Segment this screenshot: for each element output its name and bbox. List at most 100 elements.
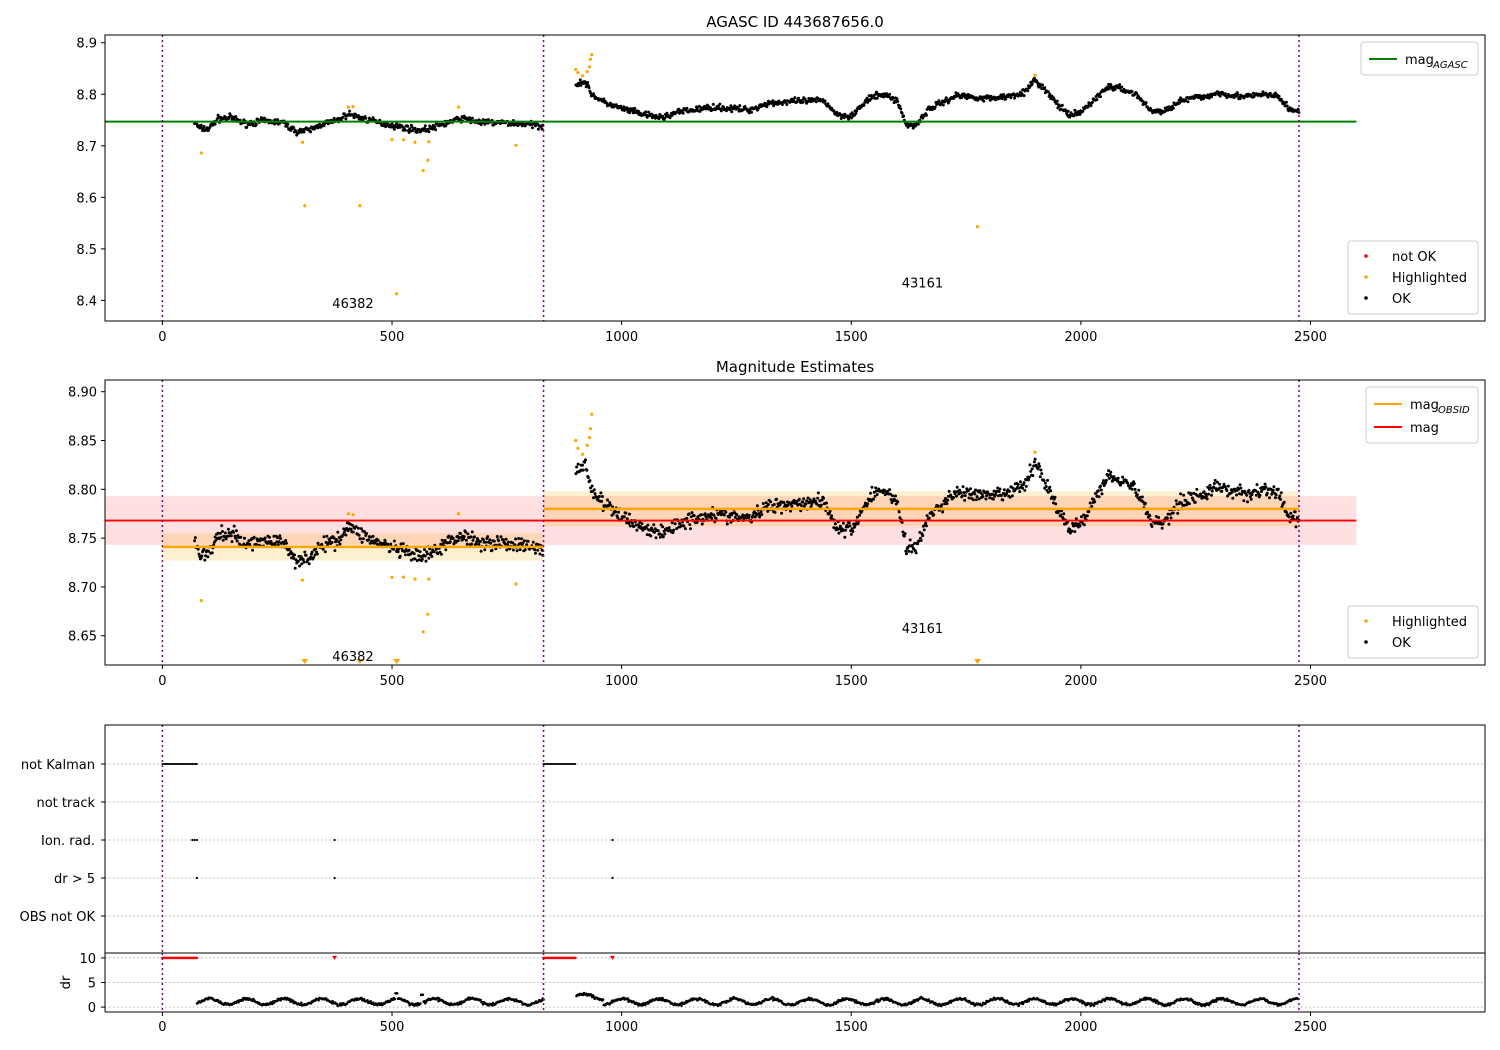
dr-panel: 0 5 10 dr 0 500 1000 1500 2000 2500: [59, 952, 1486, 1035]
ok-point: [1215, 480, 1219, 484]
ok-point: [982, 99, 986, 103]
ok-point: [738, 104, 742, 108]
ok-point: [484, 540, 487, 544]
dr-point: [360, 996, 363, 1000]
ok-point: [914, 551, 918, 555]
ok-point: [901, 530, 905, 534]
ok-point: [588, 479, 592, 483]
ok-point: [403, 553, 407, 557]
ok-point: [600, 499, 604, 503]
magnitude-estimates-panel: Magnitude Estimates 0 500 1000 1500 2000 2500…: [68, 358, 1486, 689]
ok-point: [1038, 464, 1041, 468]
flags-panel-data: [105, 725, 1485, 953]
ok-point: [216, 531, 220, 535]
ok-point: [224, 537, 228, 541]
ok-point: [785, 103, 789, 106]
ok-point: [947, 489, 951, 493]
ok-point: [284, 541, 288, 545]
x-tick-label: 1000: [605, 674, 638, 689]
ok-point: [854, 522, 858, 526]
ok-point: [365, 532, 368, 535]
ok-point: [1035, 81, 1039, 84]
ok-point: [849, 532, 853, 536]
ok-point: [276, 118, 280, 122]
flag-point: [161, 763, 164, 765]
ok-point: [1026, 89, 1030, 93]
ok-point: [1030, 467, 1034, 471]
ok-point: [704, 515, 708, 519]
ok-point: [1141, 500, 1145, 504]
highlighted-point: [401, 138, 406, 142]
ok-point: [681, 111, 685, 115]
highlighted-point: [413, 140, 417, 144]
dr-point: [1017, 1004, 1021, 1007]
ok-point: [310, 550, 314, 554]
flag-point: [165, 763, 168, 765]
ok-point: [506, 540, 510, 544]
legend-label: not OK: [1392, 250, 1437, 265]
ok-point: [599, 491, 603, 495]
ok-point: [511, 548, 515, 552]
ok-point: [471, 538, 475, 542]
magnitude-estimates-title: Magnitude Estimates: [716, 358, 874, 376]
ok-point: [917, 539, 921, 543]
ok-point: [587, 86, 591, 90]
ok-point: [212, 543, 216, 547]
ok-point: [1010, 494, 1014, 498]
flag-point: [171, 763, 173, 765]
ok-point: [303, 550, 307, 554]
ok-point: [337, 540, 341, 544]
ok-point: [644, 526, 648, 530]
agasc-panel-annotations: 46382 43161: [332, 277, 943, 313]
ok-point: [750, 110, 753, 114]
ok-point: [847, 521, 851, 525]
ok-point: [1071, 522, 1075, 525]
ok-point: [944, 96, 948, 100]
flag-row-label: not track: [36, 796, 95, 811]
legend-label: mag: [1405, 53, 1434, 68]
ok-point: [511, 541, 515, 545]
ok-point: [344, 117, 348, 121]
ok-point: [579, 83, 583, 87]
flag-point: [162, 763, 165, 765]
ok-point: [1132, 482, 1136, 486]
ok-point: [401, 542, 405, 546]
ok-point: [259, 116, 263, 120]
ok-point: [490, 548, 494, 552]
ok-point: [1249, 497, 1253, 501]
ok-point: [830, 514, 834, 518]
ok-point: [336, 117, 340, 120]
x-tick-label: 2500: [1294, 1020, 1327, 1035]
ok-point: [252, 535, 256, 539]
agasc-panel-data: [105, 35, 1357, 321]
flag-point: [560, 763, 563, 765]
ok-point: [442, 541, 446, 545]
ok-point: [873, 494, 877, 498]
ok-point: [202, 547, 206, 551]
highlighted-point: [581, 452, 585, 456]
ok-point: [1088, 501, 1092, 505]
legend-box: [1365, 386, 1479, 444]
ok-point: [290, 552, 294, 556]
legend-label: Highlighted: [1392, 615, 1467, 630]
legend-label: Highlighted: [1392, 271, 1467, 286]
ok-point: [506, 543, 510, 547]
ok-point: [814, 100, 818, 104]
ok-point: [1280, 505, 1284, 509]
highlighted-point: [576, 446, 580, 450]
ok-point: [407, 548, 411, 552]
legend-box: [1347, 240, 1479, 315]
ok-point: [896, 500, 900, 504]
ok-point: [1082, 523, 1086, 527]
ok-point: [1070, 529, 1074, 533]
flags-panel-axes: not Kalman not track Ion. rad. dr > 5 OBS no…: [20, 724, 1486, 954]
ok-point: [1028, 463, 1032, 467]
ok-point: [653, 530, 656, 534]
ok-point: [479, 549, 483, 553]
dr-axis-label: dr: [59, 975, 74, 989]
ok-point: [1274, 493, 1278, 497]
ok-point: [958, 488, 961, 492]
dr-point: [317, 999, 320, 1002]
ok-point: [1279, 491, 1283, 495]
